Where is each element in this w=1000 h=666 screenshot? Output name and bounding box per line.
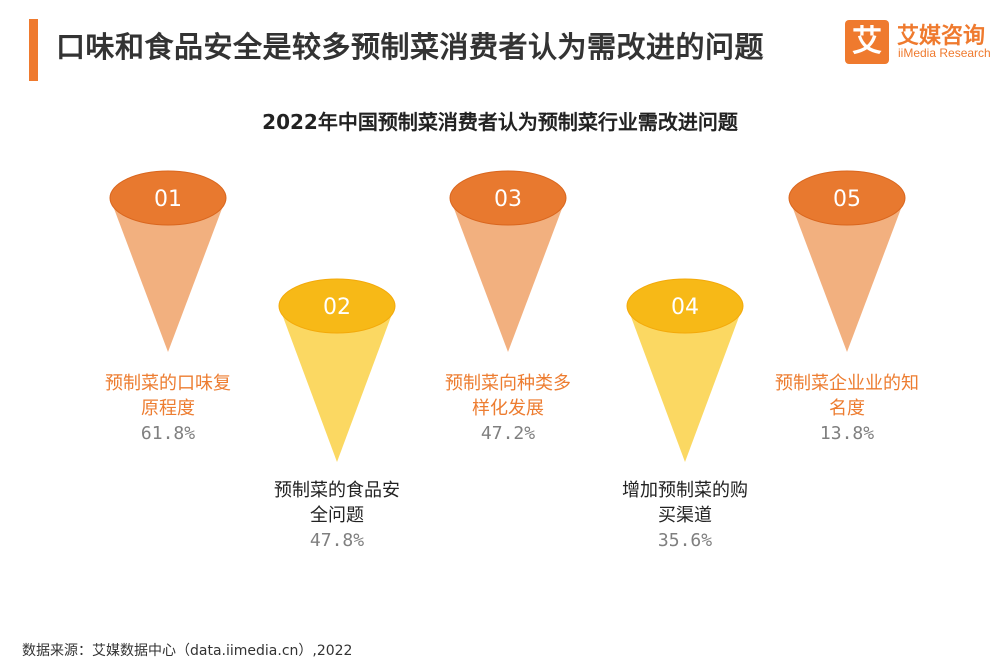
cone-value-4: 35.6%: [658, 530, 712, 551]
cone-body-1: [110, 198, 226, 352]
cone-label-4-line-1: 增加预制菜的购: [622, 480, 748, 501]
cone-label-5-line-1: 预制菜企业业的知: [775, 373, 919, 394]
cone-value-3: 47.2%: [481, 423, 535, 444]
cone-label-2-line-1: 预制菜的食品安: [274, 480, 400, 501]
cone-top-4: [626, 278, 744, 334]
cone-number-2: 02: [323, 295, 351, 320]
cone-label-1-line-1: 预制菜的口味复: [105, 373, 231, 394]
cone-body-5: [789, 198, 905, 352]
cone-value-2: 47.8%: [310, 530, 364, 551]
cone-body-4: [627, 306, 743, 462]
cone-value-1: 61.8%: [141, 423, 195, 444]
cone-body-3: [450, 198, 566, 352]
iimedia-logo: 艾 艾媒咨询 iiMedia Research: [845, 20, 991, 64]
cone-label-5-line-2: 名度: [829, 398, 865, 419]
cone-top-3: [449, 170, 567, 226]
cone-top-2: [278, 278, 396, 334]
cone-number-3: 03: [494, 187, 522, 212]
cone-value-5: 13.8%: [820, 423, 874, 444]
cone-label-1-line-2: 原程度: [141, 398, 195, 419]
cone-top-1: [109, 170, 227, 226]
cone-number-1: 01: [154, 187, 182, 212]
cone-label-3-line-1: 预制菜向种类多: [445, 373, 571, 394]
cone-label-3-line-2: 样化发展: [472, 398, 544, 419]
page-title: 口味和食品安全是较多预制菜消费者认为需改进的问题: [56, 30, 765, 64]
logo-name-en: iiMedia Research: [898, 46, 991, 60]
logo-mark-icon: 艾: [845, 20, 889, 64]
cone-label-4-line-2: 买渠道: [658, 505, 712, 526]
logo-name-cn: 艾媒咨询: [897, 24, 986, 49]
cone-top-5: [788, 170, 906, 226]
chart-title: 2022年中国预制菜消费者认为预制菜行业需改进问题: [262, 110, 738, 134]
header-accent-bar: [29, 19, 38, 81]
cone-number-4: 04: [671, 295, 699, 320]
cone-body-2: [279, 306, 395, 462]
cone-number-5: 05: [833, 187, 861, 212]
data-source-note: 数据来源：艾媒数据中心（data.iimedia.cn）,2022: [22, 643, 353, 659]
cone-label-2-line-2: 全问题: [310, 505, 364, 526]
